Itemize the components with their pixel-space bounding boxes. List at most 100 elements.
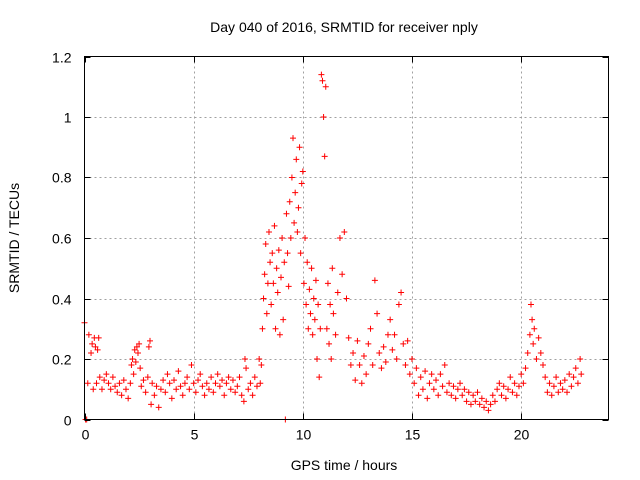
- data-point: [136, 340, 143, 347]
- data-point: [276, 331, 283, 338]
- data-point: [311, 316, 318, 323]
- data-point: [457, 380, 464, 387]
- y-tick-label: 1: [64, 110, 72, 126]
- data-point: [229, 377, 236, 384]
- data-point: [531, 325, 538, 332]
- data-point: [260, 295, 267, 302]
- data-point: [271, 222, 278, 229]
- data-point: [437, 371, 444, 378]
- data-point: [485, 407, 492, 414]
- data-point: [131, 346, 138, 353]
- data-point: [261, 271, 268, 278]
- data-point: [288, 174, 295, 181]
- data-point: [343, 295, 350, 302]
- data-point: [256, 356, 263, 362]
- data-point: [463, 398, 470, 405]
- data-point: [286, 198, 293, 205]
- data-point: [134, 349, 141, 356]
- data-point: [577, 356, 584, 362]
- data-point: [138, 383, 145, 390]
- data-point: [559, 386, 566, 393]
- data-point: [118, 392, 125, 399]
- data-point: [130, 371, 137, 378]
- data-point: [323, 325, 330, 332]
- data-point: [265, 228, 272, 235]
- data-point: [557, 380, 564, 387]
- data-point: [321, 153, 328, 160]
- data-point: [278, 274, 284, 281]
- data-point: [205, 386, 212, 393]
- data-point: [144, 374, 151, 381]
- data-point: [142, 389, 149, 396]
- data-point: [253, 383, 260, 390]
- data-point: [304, 259, 311, 266]
- data-point: [550, 383, 557, 390]
- data-point: [95, 334, 102, 341]
- data-point: [162, 389, 169, 396]
- data-point: [227, 386, 234, 393]
- x-axis-label: GPS time / hours: [291, 457, 398, 473]
- data-point: [439, 383, 446, 390]
- data-point: [324, 280, 331, 287]
- data-point: [448, 392, 455, 399]
- data-point: [273, 265, 280, 272]
- data-point: [467, 401, 474, 408]
- data-point: [279, 235, 286, 241]
- data-point: [428, 371, 435, 378]
- data-point: [334, 289, 341, 296]
- data-point: [128, 362, 135, 369]
- data-point: [446, 380, 453, 387]
- data-point: [208, 374, 215, 381]
- data-point: [290, 135, 297, 142]
- data-point: [168, 395, 175, 402]
- data-point: [164, 371, 171, 378]
- data-point: [157, 386, 164, 393]
- data-point: [544, 389, 551, 396]
- data-point: [487, 401, 494, 408]
- data-point: [511, 380, 518, 387]
- data-point: [201, 392, 208, 399]
- data-point: [398, 289, 405, 296]
- data-point: [430, 386, 437, 393]
- data-point: [527, 301, 534, 308]
- data-point: [391, 331, 398, 338]
- data-point: [245, 386, 252, 393]
- data-point: [529, 316, 536, 323]
- data-point: [419, 386, 426, 393]
- data-point: [302, 235, 309, 241]
- data-point: [90, 386, 97, 393]
- data-point: [530, 340, 537, 347]
- data-point: [84, 380, 91, 387]
- data-point: [522, 365, 529, 372]
- data-point: [322, 83, 329, 90]
- data-point: [498, 392, 505, 399]
- data-point: [570, 374, 577, 381]
- data-point: [307, 310, 314, 317]
- data-point: [275, 247, 282, 254]
- data-point: [384, 331, 391, 338]
- data-point: [413, 365, 420, 372]
- data-point: [140, 377, 147, 384]
- data-point: [151, 392, 158, 399]
- data-point: [566, 371, 573, 378]
- data-point: [371, 277, 378, 284]
- data-point: [192, 389, 199, 396]
- data-point: [341, 228, 348, 235]
- data-point: [98, 386, 105, 393]
- data-point: [101, 377, 108, 384]
- data-point: [107, 386, 114, 393]
- data-point: [280, 316, 287, 323]
- data-point: [483, 398, 490, 405]
- data-point: [293, 156, 300, 163]
- data-point: [350, 349, 357, 356]
- chart-title: Day 040 of 2016, SRMTID for receiver npl…: [210, 19, 478, 35]
- data-point: [299, 168, 306, 175]
- data-point: [365, 340, 372, 347]
- data-point: [491, 398, 498, 405]
- data-point: [94, 346, 101, 353]
- data-point: [409, 356, 415, 362]
- data-point: [476, 401, 483, 408]
- data-point: [281, 259, 288, 266]
- x-tick-label: 15: [405, 427, 421, 443]
- data-point: [287, 235, 294, 241]
